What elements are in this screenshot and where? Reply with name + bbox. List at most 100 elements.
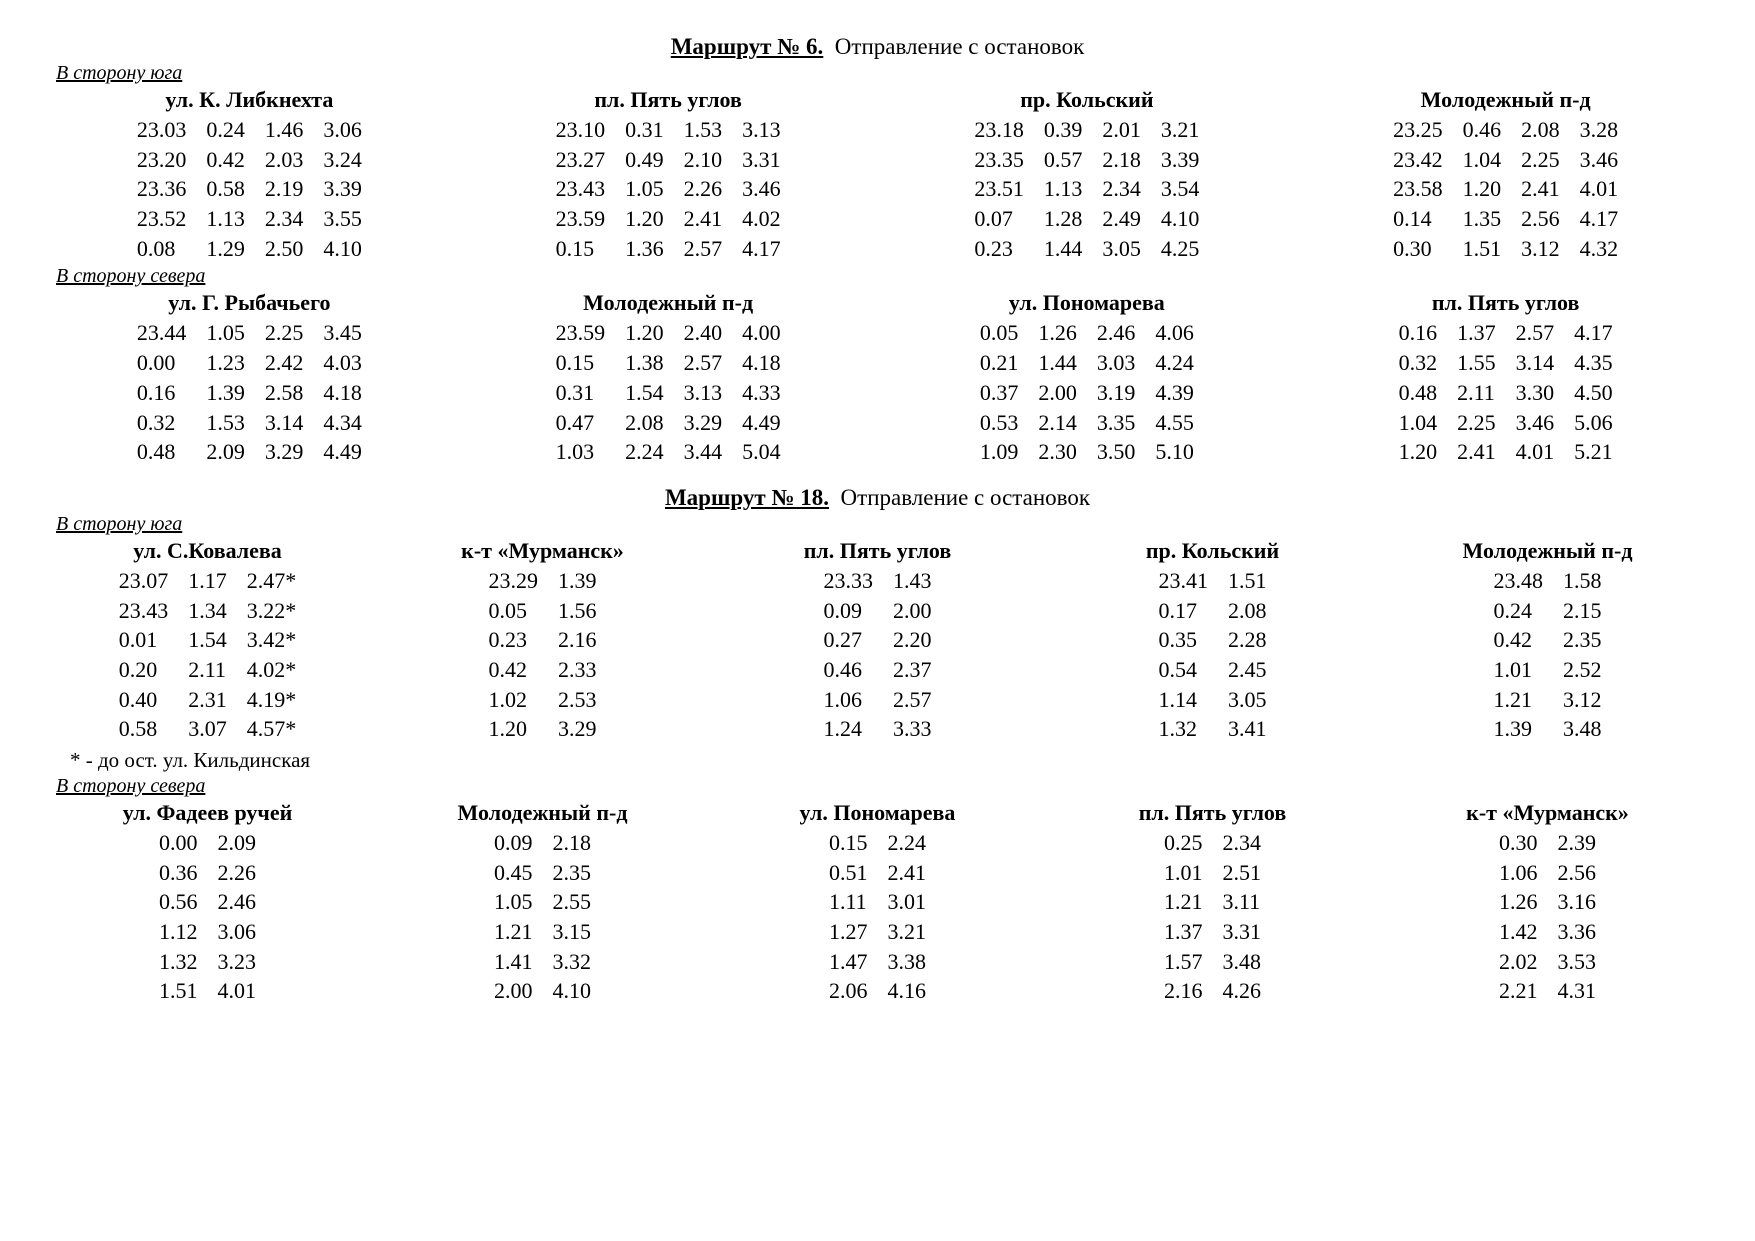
time-cell: 1.28 <box>1034 204 1093 234</box>
time-cell: 0.32 <box>1389 348 1448 378</box>
table-row: 0.051.262.464.06 <box>970 318 1204 348</box>
time-cell: 3.50 <box>1087 437 1146 467</box>
time-cell: 1.44 <box>1034 234 1093 264</box>
route18-subtitle: Отправление с остановок <box>841 485 1090 510</box>
time-cell: 2.24 <box>615 437 674 467</box>
time-cell: 2.56 <box>1548 858 1607 888</box>
time-cell: 2.06 <box>819 976 878 1006</box>
table-row: 0.002.09 <box>149 828 266 858</box>
time-cell: 1.06 <box>1489 858 1548 888</box>
time-cell: 1.58 <box>1553 566 1612 596</box>
time-cell: 0.58 <box>196 174 255 204</box>
time-cell: 3.15 <box>543 917 602 947</box>
table-row: 1.092.303.505.10 <box>970 437 1204 467</box>
time-cell: 3.38 <box>878 947 937 977</box>
table-row: 1.062.56 <box>1489 858 1606 888</box>
table-row: 23.581.202.414.01 <box>1383 174 1628 204</box>
table-row: 1.062.57 <box>814 685 942 715</box>
time-cell: 2.18 <box>543 828 602 858</box>
time-cell: 2.39 <box>1548 828 1607 858</box>
time-cell: 3.45 <box>313 318 372 348</box>
time-cell: 3.35 <box>1087 408 1146 438</box>
time-cell: 1.03 <box>546 437 616 467</box>
table-row: 0.311.543.134.33 <box>546 378 791 408</box>
time-cell: 1.21 <box>484 917 543 947</box>
time-cell: 2.09 <box>196 437 255 467</box>
route18-title: Маршрут № 18. Отправление с остановок <box>50 485 1705 511</box>
time-cell: 3.19 <box>1087 378 1146 408</box>
time-cell: 1.05 <box>615 174 674 204</box>
time-cell: 3.41 <box>1218 714 1277 744</box>
time-cell: 2.41 <box>878 858 937 888</box>
table-row: 1.323.41 <box>1149 714 1277 744</box>
stop-name: к-т «Мурманск» <box>1390 800 1705 826</box>
time-cell: 1.41 <box>484 947 543 977</box>
time-cell: 0.15 <box>546 348 616 378</box>
route6-north-row: ул. Г. Рыбачьего23.441.052.253.450.001.2… <box>50 290 1705 466</box>
time-cell: 2.10 <box>674 145 733 175</box>
time-cell: 3.03 <box>1087 348 1146 378</box>
table-row: 0.402.314.19* <box>109 685 307 715</box>
times-table: 23.030.241.463.0623.200.422.033.2423.360… <box>127 115 372 263</box>
time-cell: 4.49 <box>313 437 372 467</box>
time-cell: 3.21 <box>1151 115 1210 145</box>
time-cell: 1.51 <box>149 976 208 1006</box>
stop-name: пл. Пять углов <box>469 87 868 113</box>
times-table: 23.411.510.172.080.352.280.542.451.143.0… <box>1149 566 1277 744</box>
time-cell: 0.15 <box>819 828 878 858</box>
time-cell: 0.42 <box>1484 625 1554 655</box>
time-cell: 4.19* <box>237 685 307 715</box>
stop-name: к-т «Мурманск» <box>385 538 700 564</box>
stop-name: ул. Фадеев ручей <box>50 800 365 826</box>
time-cell: 2.28 <box>1218 625 1277 655</box>
time-cell: 1.27 <box>819 917 878 947</box>
time-cell: 4.17 <box>732 234 791 264</box>
time-cell: 3.14 <box>1506 348 1565 378</box>
stop-name: ул. Пономарева <box>888 290 1287 316</box>
time-cell: 1.20 <box>615 318 674 348</box>
time-cell: 1.13 <box>1034 174 1093 204</box>
time-cell: 0.53 <box>970 408 1029 438</box>
time-cell: 4.35 <box>1564 348 1623 378</box>
table-row: 1.202.414.015.21 <box>1389 437 1623 467</box>
time-cell: 2.21 <box>1489 976 1548 1006</box>
time-cell: 1.32 <box>149 947 208 977</box>
table-row: 1.413.32 <box>484 947 601 977</box>
time-cell: 2.18 <box>1092 145 1151 175</box>
time-cell: 2.49 <box>1092 204 1151 234</box>
table-row: 0.011.543.42* <box>109 625 307 655</box>
time-cell: 23.03 <box>127 115 197 145</box>
time-cell: 1.43 <box>883 566 942 596</box>
time-cell: 1.36 <box>615 234 674 264</box>
time-cell: 0.51 <box>819 858 878 888</box>
time-cell: 1.56 <box>548 596 607 626</box>
time-cell: 1.21 <box>1484 685 1554 715</box>
table-row: 23.431.052.263.46 <box>546 174 791 204</box>
time-cell: 3.55 <box>313 204 372 234</box>
time-cell: 4.02* <box>237 655 307 685</box>
time-cell: 0.14 <box>1383 204 1453 234</box>
time-cell: 4.57* <box>237 714 307 744</box>
times-table: 23.481.580.242.150.422.351.012.521.213.1… <box>1484 566 1612 744</box>
stop-block: к-т «Мурманск»23.291.390.051.560.232.160… <box>385 538 700 744</box>
time-cell: 0.42 <box>196 145 255 175</box>
times-table: 0.302.391.062.561.263.161.423.362.023.53… <box>1489 828 1606 1006</box>
time-cell: 0.16 <box>127 378 197 408</box>
time-cell: 3.30 <box>1506 378 1565 408</box>
time-cell: 2.11 <box>1447 378 1506 408</box>
time-cell: 2.15 <box>1553 596 1612 626</box>
time-cell: 0.01 <box>109 625 179 655</box>
time-cell: 3.23 <box>208 947 267 977</box>
stop-name: ул. К. Либкнехта <box>50 87 449 113</box>
time-cell: 23.20 <box>127 145 197 175</box>
table-row: 0.252.34 <box>1154 828 1271 858</box>
stop-block: Молодежный п-д0.092.180.452.351.052.551.… <box>385 800 700 1006</box>
table-row: 1.052.55 <box>484 887 601 917</box>
time-cell: 4.17 <box>1564 318 1623 348</box>
time-cell: 23.51 <box>964 174 1034 204</box>
time-cell: 1.35 <box>1453 204 1512 234</box>
time-cell: 0.45 <box>484 858 543 888</box>
time-cell: 3.48 <box>1213 947 1272 977</box>
time-cell: 2.25 <box>255 318 314 348</box>
table-row: 0.472.083.294.49 <box>546 408 791 438</box>
